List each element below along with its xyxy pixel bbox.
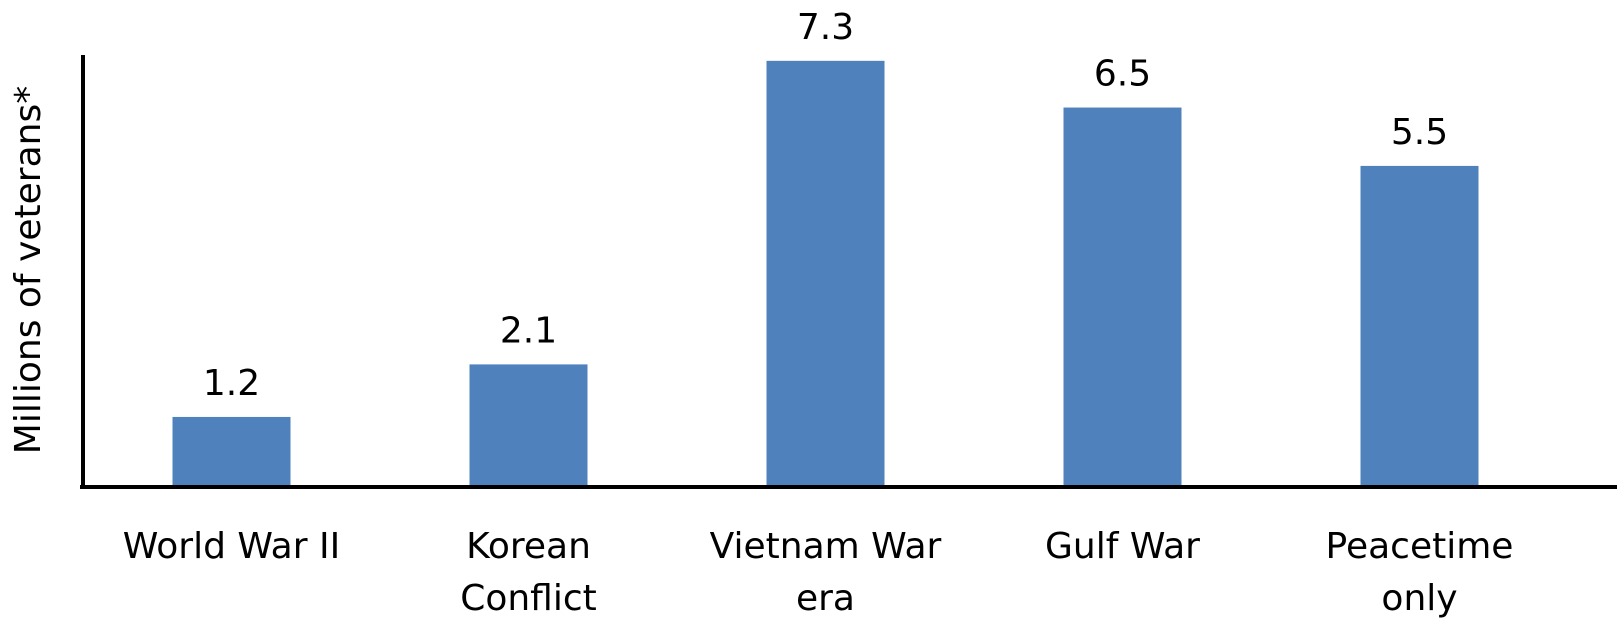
x-tick-label: Vietnam War era (710, 526, 942, 619)
bar (172, 416, 291, 487)
value-label: 7.3 (797, 7, 854, 48)
value-label: 6.5 (1094, 54, 1151, 95)
x-tick-label: Korean Conflict (460, 526, 597, 619)
bar (766, 60, 885, 488)
value-label: 1.2 (203, 363, 260, 404)
bar (469, 364, 588, 487)
y-axis-label: Millions of veterans* (8, 86, 49, 454)
bar (1360, 165, 1479, 487)
value-label: 5.5 (1391, 112, 1448, 153)
x-tick-label: World War II (123, 526, 340, 567)
value-label: 2.1 (500, 310, 557, 351)
bar (1063, 107, 1182, 488)
x-tick-label: Peacetime only (1326, 526, 1514, 619)
x-tick-label: Gulf War (1045, 526, 1200, 567)
